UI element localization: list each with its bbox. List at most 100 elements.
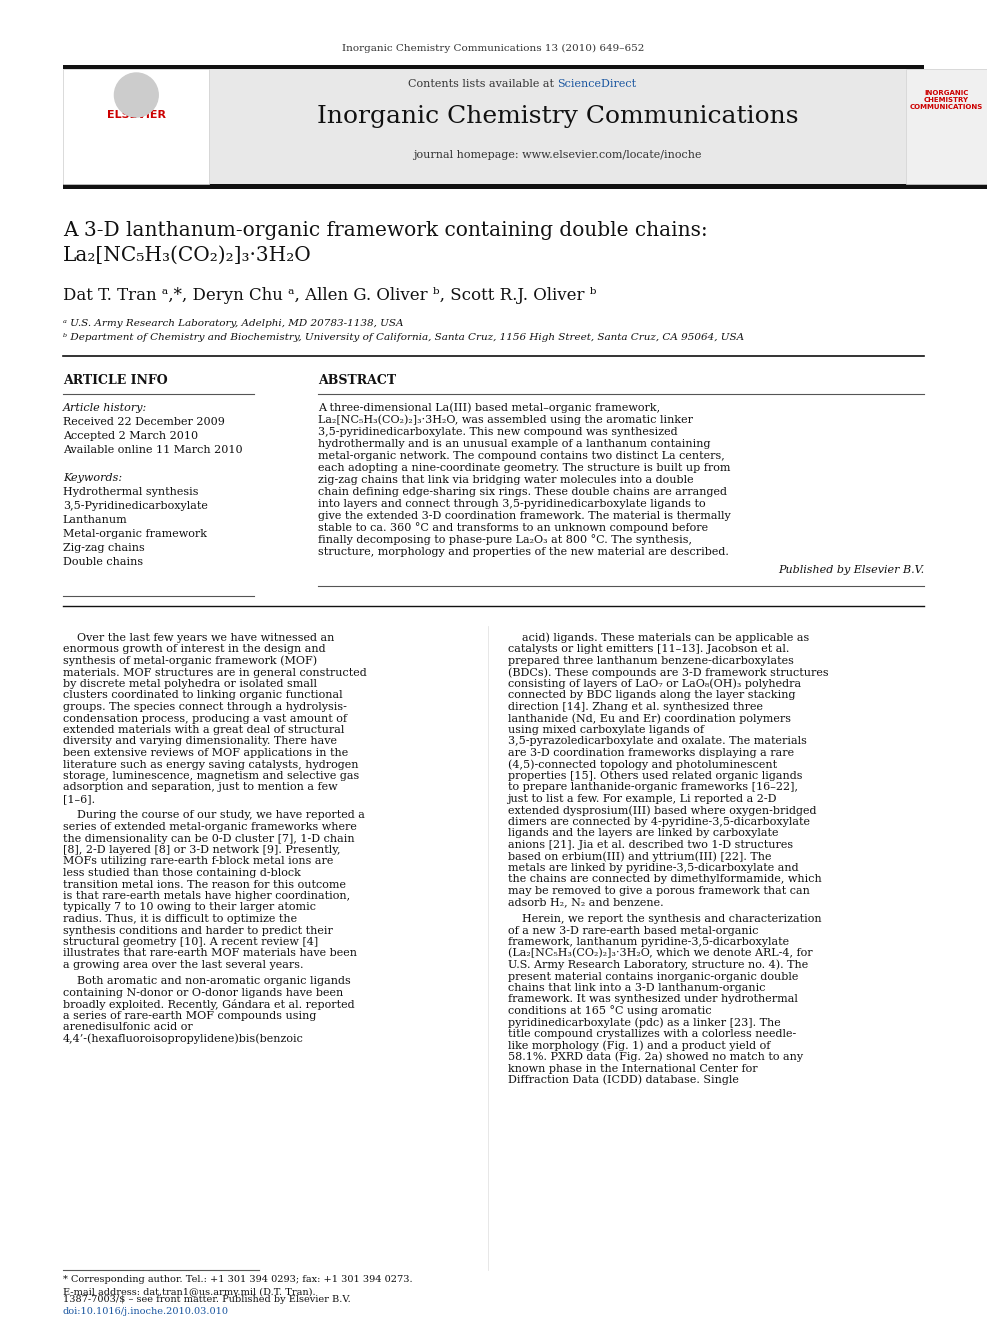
Text: 3,5-Pyridinedicarboxylate: 3,5-Pyridinedicarboxylate: [62, 501, 207, 511]
Text: * Corresponding author. Tel.: +1 301 394 0293; fax: +1 301 394 0273.: * Corresponding author. Tel.: +1 301 394…: [62, 1275, 413, 1285]
Text: properties [15]. Others used related organic ligands: properties [15]. Others used related org…: [508, 771, 802, 781]
Text: diversity and varying dimensionality. There have: diversity and varying dimensionality. Th…: [62, 737, 336, 746]
Text: dimers are connected by 4-pyridine-3,5-dicarboxylate: dimers are connected by 4-pyridine-3,5-d…: [508, 818, 809, 827]
Text: Keywords:: Keywords:: [62, 474, 122, 483]
Text: A 3-D lanthanum-organic framework containing double chains:: A 3-D lanthanum-organic framework contai…: [62, 221, 707, 239]
Text: Accepted 2 March 2010: Accepted 2 March 2010: [62, 431, 197, 441]
Text: La₂[NC₅H₃(CO₂)₂]₃·3H₂O: La₂[NC₅H₃(CO₂)₂]₃·3H₂O: [62, 246, 311, 265]
Text: 1387-7003/$ – see front matter. Published by Elsevier B.V.: 1387-7003/$ – see front matter. Publishe…: [62, 1295, 350, 1304]
Text: E-mail address: dat.tran1@us.army.mil (D.T. Tran).: E-mail address: dat.tran1@us.army.mil (D…: [62, 1287, 315, 1297]
Text: (BDCs). These compounds are 3-D framework structures: (BDCs). These compounds are 3-D framewor…: [508, 667, 828, 677]
Text: literature such as energy saving catalysts, hydrogen: literature such as energy saving catalys…: [62, 759, 358, 770]
Text: (4,5)-connected topology and photoluminescent: (4,5)-connected topology and photolumine…: [508, 759, 777, 770]
Text: Contents lists available at: Contents lists available at: [408, 79, 558, 89]
Text: containing N-donor or O-donor ligands have been: containing N-donor or O-donor ligands ha…: [62, 988, 343, 998]
Text: pyridinedicarboxylate (pdc) as a linker [23]. The: pyridinedicarboxylate (pdc) as a linker …: [508, 1017, 781, 1028]
Text: During the course of our study, we have reported a: During the course of our study, we have …: [62, 811, 365, 820]
Text: direction [14]. Zhang et al. synthesized three: direction [14]. Zhang et al. synthesized…: [508, 703, 763, 712]
Text: adsorption and separation, just to mention a few: adsorption and separation, just to menti…: [62, 782, 337, 792]
Text: chain defining edge-sharing six rings. These double chains are arranged: chain defining edge-sharing six rings. T…: [318, 487, 727, 497]
Text: just to list a few. For example, Li reported a 2-D: just to list a few. For example, Li repo…: [508, 794, 777, 804]
Text: INORGANIC
CHEMISTRY
COMMUNICATIONS: INORGANIC CHEMISTRY COMMUNICATIONS: [910, 90, 983, 110]
Text: catalysts or light emitters [11–13]. Jacobson et al.: catalysts or light emitters [11–13]. Jac…: [508, 644, 789, 655]
Text: extended materials with a great deal of structural: extended materials with a great deal of …: [62, 725, 344, 736]
Text: ligands and the layers are linked by carboxylate: ligands and the layers are linked by car…: [508, 828, 778, 839]
Text: ScienceDirect: ScienceDirect: [558, 79, 637, 89]
Text: less studied than those containing d-block: less studied than those containing d-blo…: [62, 868, 301, 878]
Text: adsorb H₂, N₂ and benzene.: adsorb H₂, N₂ and benzene.: [508, 897, 663, 908]
Text: synthesis conditions and harder to predict their: synthesis conditions and harder to predi…: [62, 926, 332, 935]
Text: materials. MOF structures are in general constructed: materials. MOF structures are in general…: [62, 668, 366, 677]
Bar: [62, 69, 209, 184]
Text: a growing area over the last several years.: a growing area over the last several yea…: [62, 960, 304, 970]
Text: connected by BDC ligands along the layer stacking: connected by BDC ligands along the layer…: [508, 691, 795, 700]
Text: [1–6].: [1–6].: [62, 794, 95, 804]
Text: each adopting a nine-coordinate geometry. The structure is built up from: each adopting a nine-coordinate geometry…: [318, 463, 731, 474]
Text: illustrates that rare-earth MOF materials have been: illustrates that rare-earth MOF material…: [62, 949, 357, 958]
Text: Over the last few years we have witnessed an: Over the last few years we have witnesse…: [62, 632, 334, 643]
Text: acid) ligands. These materials can be applicable as: acid) ligands. These materials can be ap…: [508, 632, 808, 643]
Text: journal homepage: www.elsevier.com/locate/inoche: journal homepage: www.elsevier.com/locat…: [413, 149, 701, 160]
Text: prepared three lanthanum benzene-dicarboxylates: prepared three lanthanum benzene-dicarbo…: [508, 656, 794, 665]
Text: radius. Thus, it is difficult to optimize the: radius. Thus, it is difficult to optimiz…: [62, 914, 297, 923]
Bar: [209, 69, 906, 184]
Text: based on erbium(III) and yttrium(III) [22]. The: based on erbium(III) and yttrium(III) [2…: [508, 851, 771, 861]
Text: ᵇ Department of Chemistry and Biochemistry, University of California, Santa Cruz: ᵇ Department of Chemistry and Biochemist…: [62, 333, 744, 343]
Bar: [62, 184, 987, 189]
Text: La₂[NC₅H₃(CO₂)₂]₃·3H₂O, was assembled using the aromatic linker: La₂[NC₅H₃(CO₂)₂]₃·3H₂O, was assembled us…: [318, 414, 693, 425]
Text: known phase in the International Center for: known phase in the International Center …: [508, 1064, 757, 1073]
Text: present material contains inorganic-organic double: present material contains inorganic-orga…: [508, 971, 798, 982]
Text: arenedisulfonic acid or: arenedisulfonic acid or: [62, 1023, 192, 1032]
Text: Lanthanum: Lanthanum: [62, 515, 127, 525]
Text: finally decomposing to phase-pure La₂O₃ at 800 °C. The synthesis,: finally decomposing to phase-pure La₂O₃ …: [318, 534, 692, 545]
Text: chains that link into a 3-D lanthanum-organic: chains that link into a 3-D lanthanum-or…: [508, 983, 765, 994]
Text: consisting of layers of LaO₇ or LaO₈(OH)₃ polyhedra: consisting of layers of LaO₇ or LaO₈(OH)…: [508, 679, 801, 689]
Text: Article history:: Article history:: [62, 404, 147, 413]
Bar: [62, 65, 925, 69]
Text: transition metal ions. The reason for this outcome: transition metal ions. The reason for th…: [62, 880, 345, 889]
Text: like morphology (Fig. 1) and a product yield of: like morphology (Fig. 1) and a product y…: [508, 1040, 770, 1050]
Text: give the extended 3-D coordination framework. The material is thermally: give the extended 3-D coordination frame…: [318, 511, 731, 521]
Text: are 3-D coordination frameworks displaying a rare: are 3-D coordination frameworks displayi…: [508, 747, 794, 758]
Text: 4,4’-(hexafluoroisopropylidene)bis(benzoic: 4,4’-(hexafluoroisopropylidene)bis(benzo…: [62, 1033, 304, 1044]
Text: Available online 11 March 2010: Available online 11 March 2010: [62, 445, 242, 455]
Text: enormous growth of interest in the design and: enormous growth of interest in the desig…: [62, 644, 325, 655]
Text: (La₂[NC₅H₃(CO₂)₂]₃·3H₂O, which we denote ARL-4, for: (La₂[NC₅H₃(CO₂)₂]₃·3H₂O, which we denote…: [508, 949, 812, 959]
Text: typically 7 to 10 owing to their larger atomic: typically 7 to 10 owing to their larger …: [62, 902, 315, 913]
Text: the chains are connected by dimethylformamide, which: the chains are connected by dimethylform…: [508, 875, 821, 885]
Text: is that rare-earth metals have higher coordination,: is that rare-earth metals have higher co…: [62, 890, 350, 901]
Text: Double chains: Double chains: [62, 557, 143, 568]
Text: of a new 3-D rare-earth based metal-organic: of a new 3-D rare-earth based metal-orga…: [508, 926, 758, 935]
Text: 58.1%. PXRD data (Fig. 2a) showed no match to any: 58.1%. PXRD data (Fig. 2a) showed no mat…: [508, 1052, 803, 1062]
Text: groups. The species connect through a hydrolysis-: groups. The species connect through a hy…: [62, 703, 346, 712]
Text: may be removed to give a porous framework that can: may be removed to give a porous framewor…: [508, 886, 809, 896]
Text: conditions at 165 °C using aromatic: conditions at 165 °C using aromatic: [508, 1005, 711, 1016]
Text: been extensive reviews of MOF applications in the: been extensive reviews of MOF applicatio…: [62, 747, 348, 758]
Text: the dimensionality can be 0-D cluster [7], 1-D chain: the dimensionality can be 0-D cluster [7…: [62, 833, 354, 844]
Text: Diffraction Data (ICDD) database. Single: Diffraction Data (ICDD) database. Single: [508, 1074, 738, 1085]
Text: Hydrothermal synthesis: Hydrothermal synthesis: [62, 487, 198, 497]
Text: Metal-organic framework: Metal-organic framework: [62, 529, 206, 538]
Text: ELSEVIER: ELSEVIER: [107, 110, 166, 120]
Circle shape: [114, 73, 158, 116]
Text: Zig-zag chains: Zig-zag chains: [62, 542, 145, 553]
Text: metal-organic network. The compound contains two distinct La centers,: metal-organic network. The compound cont…: [318, 451, 725, 460]
Text: doi:10.1016/j.inoche.2010.03.010: doi:10.1016/j.inoche.2010.03.010: [62, 1307, 229, 1316]
Text: ABSTRACT: ABSTRACT: [318, 373, 397, 386]
Text: ARTICLE INFO: ARTICLE INFO: [62, 373, 168, 386]
Text: into layers and connect through 3,5-pyridinedicarboxylate ligands to: into layers and connect through 3,5-pyri…: [318, 499, 706, 509]
Text: synthesis of metal-organic framework (MOF): synthesis of metal-organic framework (MO…: [62, 656, 316, 667]
Text: Dat T. Tran ᵃ,*, Deryn Chu ᵃ, Allen G. Oliver ᵇ, Scott R.J. Oliver ᵇ: Dat T. Tran ᵃ,*, Deryn Chu ᵃ, Allen G. O…: [62, 287, 596, 303]
Text: broadly exploited. Recently, Gándara et al. reported: broadly exploited. Recently, Gándara et …: [62, 999, 354, 1009]
Text: Inorganic Chemistry Communications 13 (2010) 649–652: Inorganic Chemistry Communications 13 (2…: [342, 44, 645, 53]
Text: MOFs utilizing rare-earth f-block metal ions are: MOFs utilizing rare-earth f-block metal …: [62, 856, 333, 867]
Text: stable to ca. 360 °C and transforms to an unknown compound before: stable to ca. 360 °C and transforms to a…: [318, 523, 708, 533]
Text: 3,5-pyridinedicarboxylate. This new compound was synthesized: 3,5-pyridinedicarboxylate. This new comp…: [318, 427, 679, 437]
Text: to prepare lanthanide-organic frameworks [16–22],: to prepare lanthanide-organic frameworks…: [508, 782, 798, 792]
Text: Inorganic Chemistry Communications: Inorganic Chemistry Communications: [316, 105, 798, 127]
Text: title compound crystallizes with a colorless needle-: title compound crystallizes with a color…: [508, 1029, 796, 1039]
Text: a series of rare-earth MOF compounds using: a series of rare-earth MOF compounds usi…: [62, 1011, 316, 1021]
Text: Published by Elsevier B.V.: Published by Elsevier B.V.: [779, 565, 925, 576]
Text: lanthanide (Nd, Eu and Er) coordination polymers: lanthanide (Nd, Eu and Er) coordination …: [508, 713, 791, 724]
Text: framework, lanthanum pyridine-3,5-dicarboxylate: framework, lanthanum pyridine-3,5-dicarb…: [508, 937, 789, 947]
